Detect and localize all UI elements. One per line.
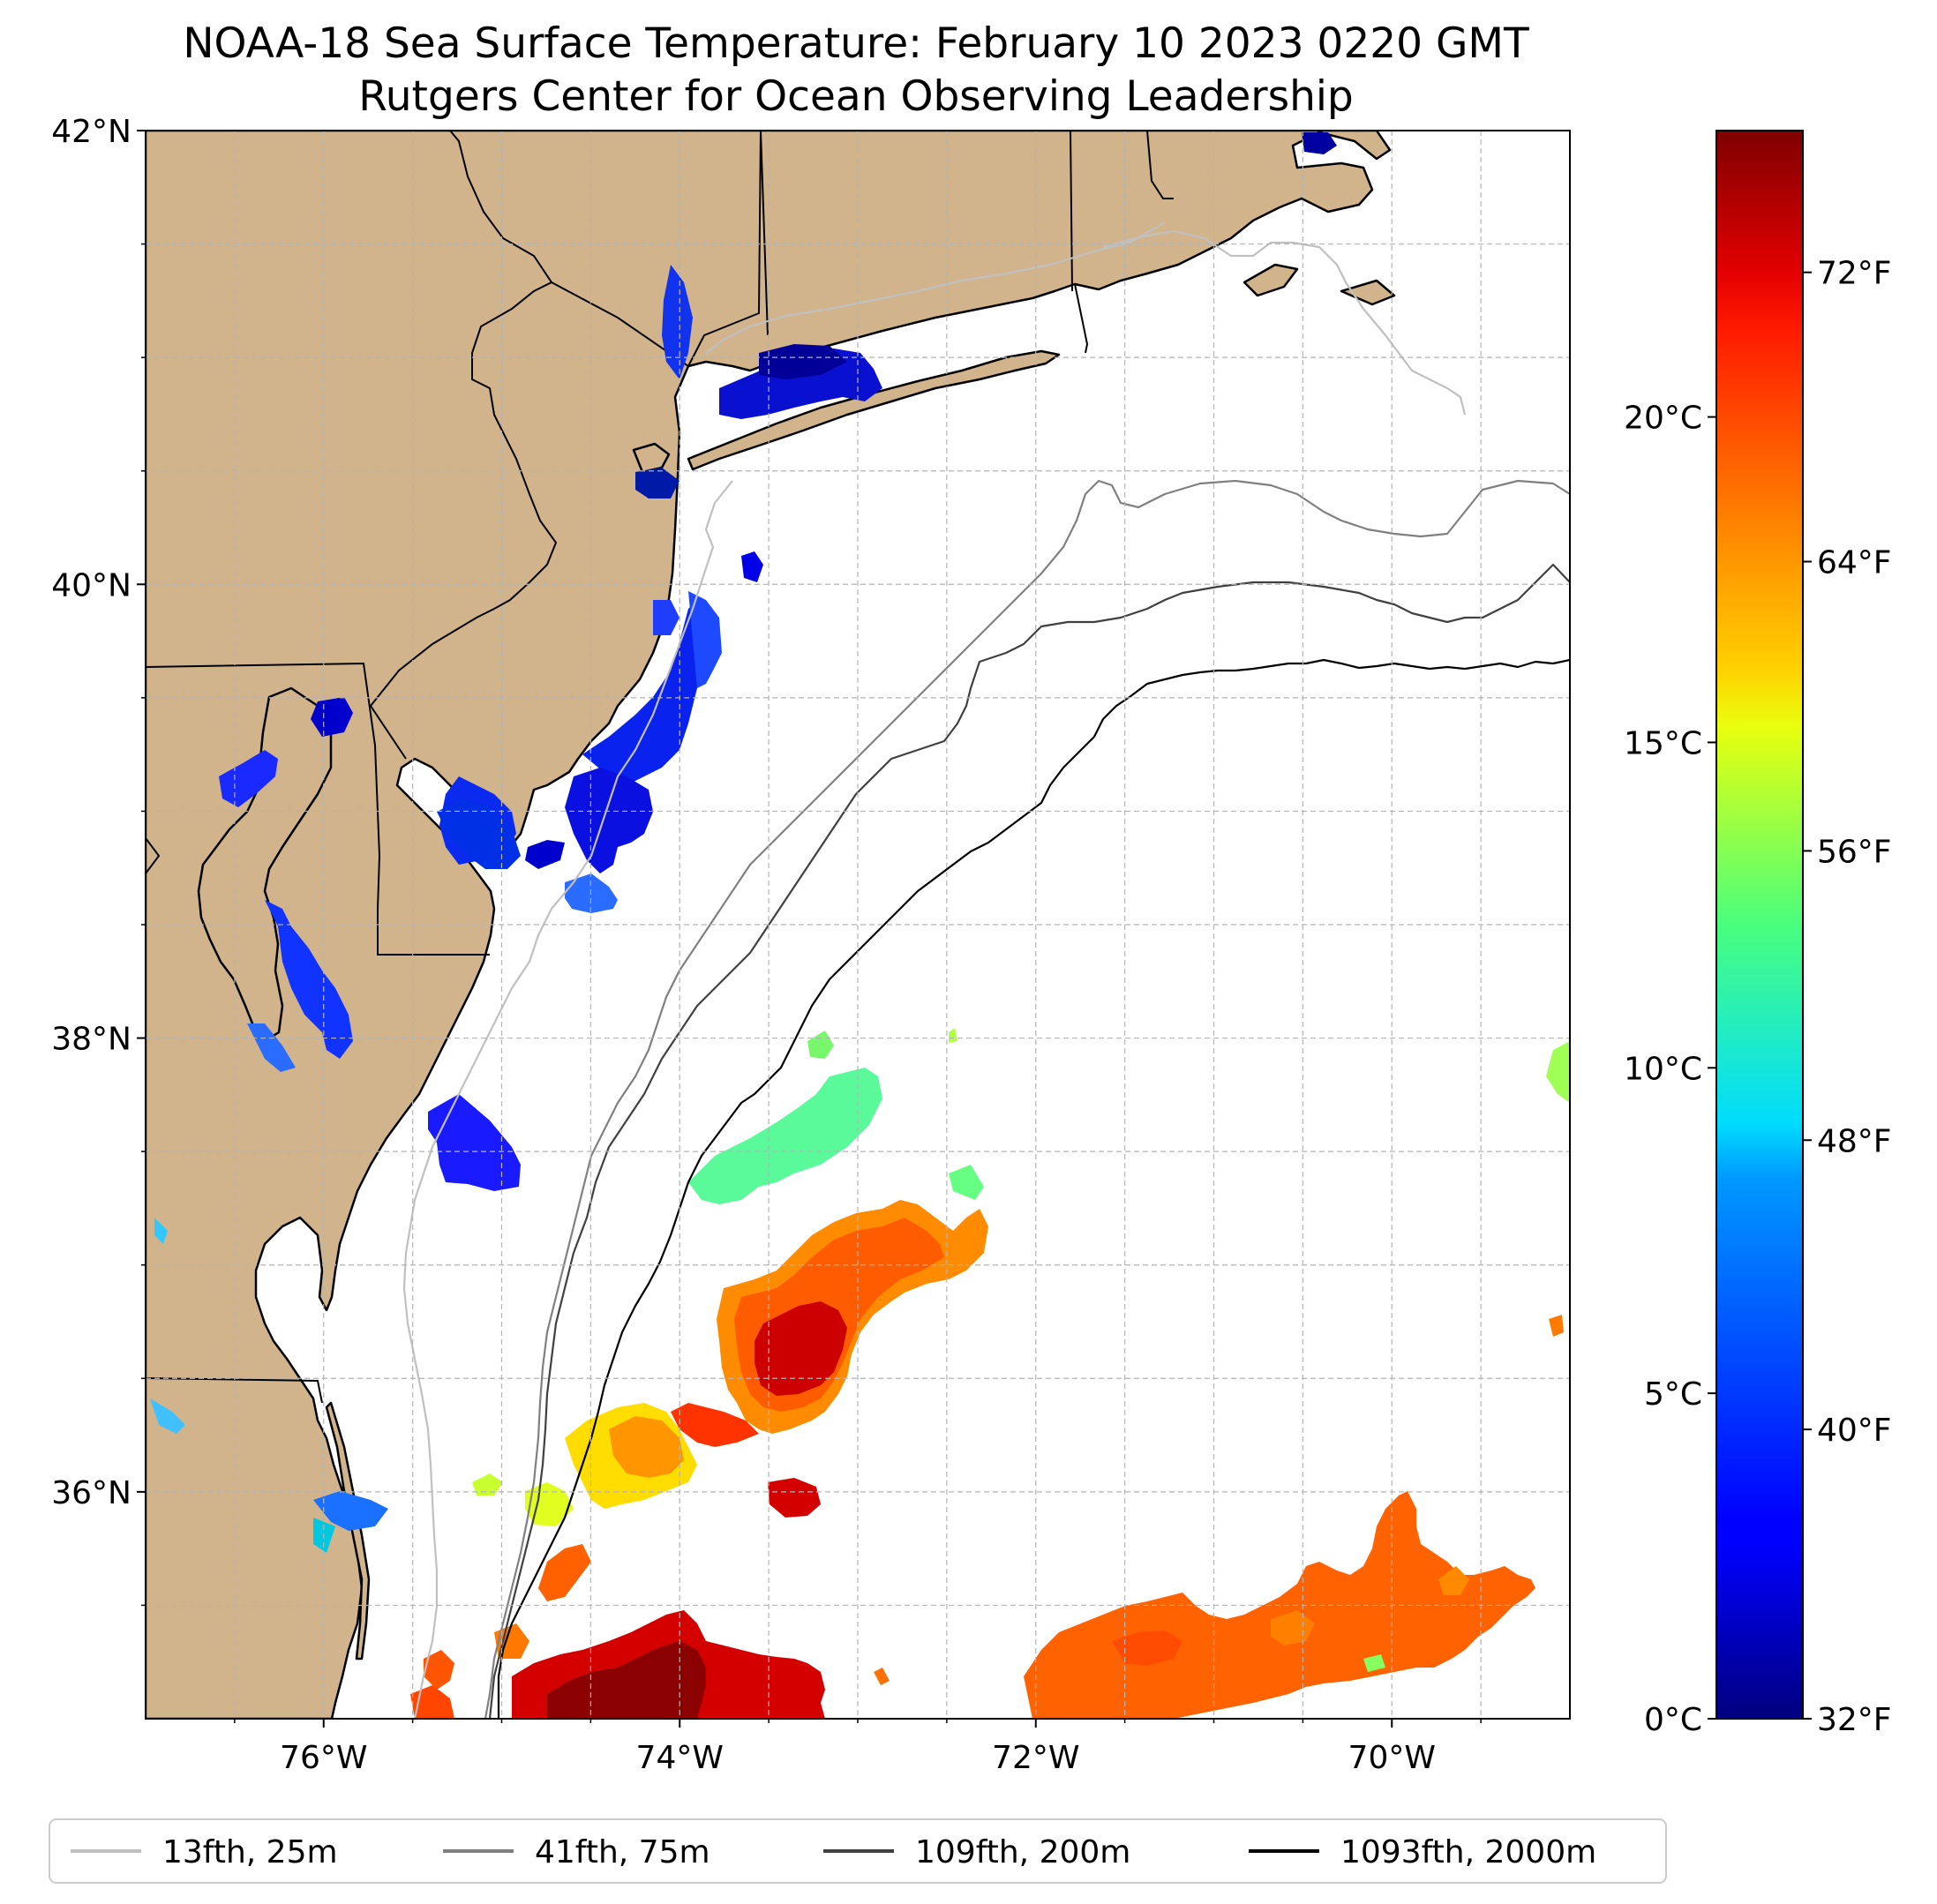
sst-patch	[688, 591, 722, 688]
legend-items: 13fth, 25m 41fth, 75m 109fth, 200m 1093fth,…	[71, 1834, 1596, 1870]
lon-tick-label: 70°W	[1348, 1740, 1436, 1776]
colorbar-celsius-label: 0°C	[1644, 1702, 1702, 1738]
sst-patch	[671, 1403, 759, 1447]
sst-patch	[1302, 132, 1337, 154]
land-staten-island	[632, 442, 671, 474]
contour-25m	[402, 221, 1467, 1719]
sst-patch	[1112, 1630, 1182, 1666]
contour-75m	[484, 479, 1570, 1719]
figure-subtitle: Rutgers Center for Ocean Observing Leade…	[358, 72, 1354, 121]
sst-patch	[741, 551, 763, 582]
sst-patch	[759, 344, 847, 379]
colorbar-fahrenheit-label: 40°F	[1817, 1413, 1892, 1449]
colorbar-celsius-label: 15°C	[1624, 725, 1702, 761]
sst-patch	[874, 1668, 890, 1685]
figure-title: NOAA-18 Sea Surface Temperature: Februar…	[183, 19, 1529, 68]
sst-patch	[1438, 1566, 1469, 1595]
sst-patch	[662, 265, 693, 379]
sst-patch	[1546, 1041, 1570, 1103]
land-mainland	[146, 131, 1392, 1719]
sst-patch	[755, 1301, 847, 1396]
sst-patch	[688, 1068, 882, 1204]
colorbar-celsius-label: 20°C	[1624, 401, 1702, 437]
state-borders	[146, 131, 1174, 1404]
lat-tick-label: 40°N	[51, 567, 131, 603]
colorbar-gradient	[1716, 130, 1804, 1720]
sst-patch	[313, 1518, 335, 1553]
sst-patch	[1549, 1315, 1564, 1337]
sst-patch	[472, 1473, 503, 1495]
legend: 13fth, 25m 41fth, 75m 109fth, 200m 1093fth,…	[49, 1818, 1667, 1884]
colorbar-fahrenheit-label: 56°F	[1817, 834, 1892, 870]
colorbar-celsius-label: 5°C	[1644, 1376, 1702, 1413]
lon-tick-label: 76°W	[280, 1740, 367, 1776]
sst-patch	[424, 1650, 454, 1690]
sst-patch	[635, 468, 679, 498]
colorbar-celsius-label: 10°C	[1624, 1051, 1702, 1087]
legend-label: 1093fth, 2000m	[1340, 1834, 1596, 1870]
colorbar-fahrenheit-label: 32°F	[1817, 1702, 1892, 1738]
sst-patch	[565, 768, 653, 873]
colorbar-fahrenheit-label: 48°F	[1817, 1123, 1892, 1159]
sst-patch	[219, 750, 278, 807]
sst-patch	[428, 1094, 521, 1191]
sst-patch	[313, 1491, 388, 1531]
sst-patch	[768, 1478, 821, 1518]
lat-tick-label: 36°N	[51, 1475, 131, 1511]
sst-patch	[311, 697, 353, 737]
sst-patch	[437, 798, 521, 869]
lon-tick-label: 72°W	[992, 1740, 1079, 1776]
colorbar-fahrenheit-label: 72°F	[1817, 256, 1892, 292]
map-area	[146, 131, 1570, 1719]
colorbar-fahrenheit-label: 64°F	[1817, 545, 1892, 581]
sst-patch	[410, 1685, 454, 1719]
lat-tick-label: 42°N	[51, 114, 131, 150]
bathymetry-contours	[402, 221, 1570, 1719]
sst-patch	[609, 1416, 684, 1478]
contour-2000m	[497, 658, 1570, 1719]
sst-patch	[247, 1023, 296, 1072]
land-nantucket	[1340, 279, 1396, 306]
sst-patch	[525, 1482, 574, 1526]
legend-label: 13fth, 25m	[162, 1834, 338, 1870]
sst-patch	[150, 1398, 185, 1434]
contour-200m	[488, 563, 1570, 1719]
land-long-island	[687, 349, 1061, 471]
lon-tick-label: 74°W	[636, 1740, 724, 1776]
lat-tick-label: 38°N	[51, 1022, 131, 1058]
sst-patch	[949, 1165, 984, 1200]
sst-patch	[525, 840, 565, 869]
sst-patch	[653, 600, 679, 635]
sst-patch	[265, 900, 353, 1059]
sst-patch	[538, 1544, 591, 1601]
land-marthas-vineyard	[1243, 263, 1299, 297]
sst-patch	[949, 1028, 957, 1043]
sst-patch	[582, 600, 706, 785]
legend-label: 109fth, 200m	[915, 1834, 1130, 1870]
legend-label: 41fth, 75m	[535, 1834, 710, 1870]
sst-patch	[154, 1218, 168, 1244]
land	[146, 131, 1396, 1719]
sst-patch	[1271, 1610, 1315, 1645]
map-axes: 76°W 74°W 72°W 70°W 42°N 40°N 38°N 36°N	[51, 114, 1482, 1776]
colorbar: 0°C 5°C 10°C 15°C 20°C 32°F 40°F 48°F 56°F 64°F 72…	[1624, 130, 1892, 1738]
sst-patch	[719, 349, 882, 419]
gridlines	[146, 131, 1570, 1719]
sst-patch	[1363, 1654, 1385, 1672]
colorbar-ticks: 0°C 5°C 10°C 15°C 20°C 32°F 40°F 48°F 56°F 64°F 72…	[1624, 256, 1891, 1738]
sst-patch	[565, 873, 618, 913]
sst-patch	[547, 1641, 706, 1719]
